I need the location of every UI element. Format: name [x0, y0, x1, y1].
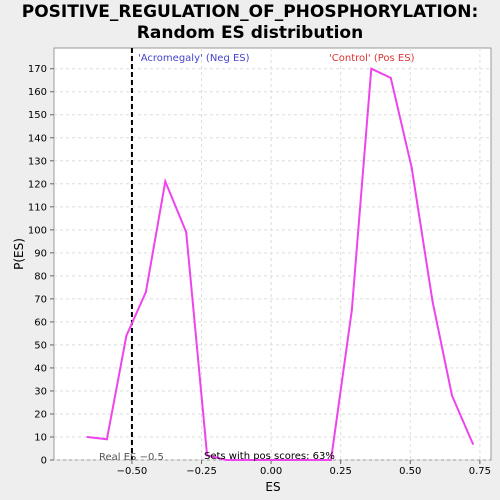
- series-point: [370, 67, 373, 70]
- x-axis-title: ES: [265, 480, 280, 494]
- y-tick-label: 30: [34, 386, 47, 397]
- x-tick-label: 0.50: [399, 466, 421, 477]
- y-tick-label: 20: [34, 409, 47, 420]
- y-tick-label: 150: [28, 110, 47, 121]
- y-tick-label: 100: [28, 225, 47, 236]
- x-tick-label: 0.00: [260, 466, 282, 477]
- series-point: [246, 459, 249, 461]
- series-points: [86, 67, 474, 461]
- pos-scores-footer: Sets with pos scores: 63%: [204, 451, 335, 462]
- y-tick-label: 10: [34, 432, 47, 443]
- series-point: [451, 394, 454, 397]
- series-point: [105, 438, 108, 441]
- y-tick-label: 50: [34, 340, 47, 351]
- series-point: [288, 459, 291, 461]
- pos-es-label: 'Control' (Pos ES): [329, 53, 415, 64]
- y-tick-label: 110: [28, 202, 47, 213]
- series-point: [471, 442, 474, 445]
- chart-title-line-1: POSITIVE_REGULATION_OF_PHOSPHORYLATION:: [21, 2, 479, 22]
- series-point: [350, 309, 353, 312]
- series-point: [144, 290, 147, 293]
- series-point: [225, 459, 228, 461]
- y-axis-title: P(ES): [12, 238, 26, 270]
- y-tick-label: 90: [34, 248, 47, 259]
- y-tick-label: 40: [34, 363, 47, 374]
- y-tick-label: 80: [34, 271, 47, 282]
- neg-es-label: 'Acromegaly' (Neg ES): [138, 53, 250, 64]
- series-point: [86, 435, 89, 438]
- y-tick-label: 160: [28, 87, 47, 98]
- y-tick-label: 170: [28, 64, 47, 75]
- y-tick-label: 70: [34, 294, 47, 305]
- y-tick-label: 60: [34, 317, 47, 328]
- series-point: [329, 459, 332, 461]
- chart-title: POSITIVE_REGULATION_OF_PHOSPHORYLATION: …: [0, 2, 500, 44]
- real-es-label: Real ES −0.5: [99, 452, 164, 463]
- x-tick-label: −0.25: [186, 466, 217, 477]
- y-tick-label: 120: [28, 179, 47, 190]
- grid: [54, 48, 491, 461]
- x-tick-label: 0.75: [469, 466, 491, 477]
- y-tick-label: 0: [41, 456, 47, 467]
- series-point: [206, 454, 209, 457]
- series-point: [431, 300, 434, 303]
- series-point: [267, 459, 270, 461]
- x-tick-label: 0.25: [330, 466, 352, 477]
- chart-title-line-2: Random ES distribution: [136, 23, 364, 43]
- x-tick-label: −0.50: [117, 466, 148, 477]
- series-point: [164, 180, 167, 183]
- series-point: [410, 166, 413, 169]
- series-point: [389, 76, 392, 79]
- y-tick-label: 140: [28, 133, 47, 144]
- axes: 0 10 20 30 40 50 60 70 80 90 100 110 120 130 140 150 160…: [28, 64, 491, 477]
- series-line: [87, 67, 474, 461]
- series-point: [125, 334, 128, 337]
- series-point: [185, 231, 188, 234]
- y-tick-label: 130: [28, 156, 47, 167]
- series-point: [309, 459, 312, 461]
